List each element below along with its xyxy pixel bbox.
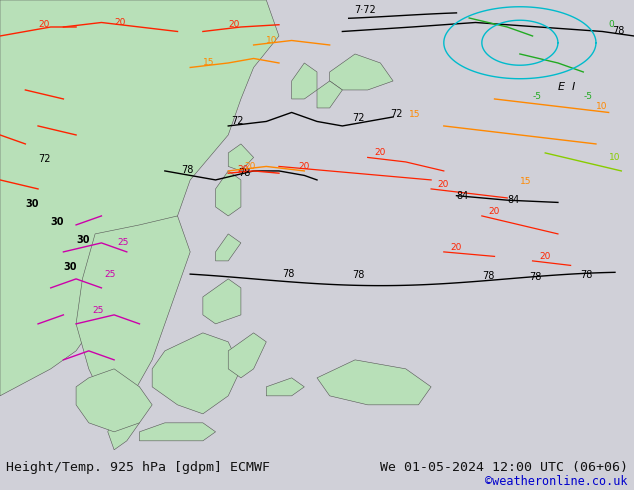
Text: 25: 25 [117, 238, 129, 247]
Text: 20: 20 [374, 148, 385, 157]
Polygon shape [76, 216, 190, 414]
Polygon shape [228, 144, 254, 171]
Text: 78: 78 [282, 269, 295, 279]
Polygon shape [152, 333, 241, 414]
Polygon shape [228, 333, 266, 378]
Text: 25: 25 [105, 270, 116, 279]
Text: 78: 78 [352, 270, 365, 279]
Text: 20: 20 [114, 18, 126, 27]
Text: 15: 15 [520, 177, 531, 186]
Polygon shape [139, 423, 216, 441]
Polygon shape [266, 378, 304, 396]
Text: 30: 30 [76, 235, 89, 245]
Polygon shape [330, 54, 393, 90]
Text: 15: 15 [409, 110, 420, 119]
Polygon shape [203, 279, 241, 324]
Text: 30: 30 [51, 217, 64, 227]
Text: Height/Temp. 925 hPa [gdpm] ECMWF: Height/Temp. 925 hPa [gdpm] ECMWF [6, 461, 270, 474]
Text: 30: 30 [63, 262, 77, 272]
Text: 20: 20 [228, 20, 240, 29]
Text: 72: 72 [38, 154, 51, 164]
Text: 25: 25 [92, 306, 103, 315]
Text: 10: 10 [609, 153, 620, 162]
Polygon shape [216, 171, 241, 216]
Text: 7·72: 7·72 [354, 5, 375, 16]
Polygon shape [0, 0, 279, 396]
Text: 72: 72 [390, 109, 403, 119]
Polygon shape [317, 81, 342, 108]
Text: 15: 15 [203, 58, 214, 67]
Polygon shape [108, 387, 139, 450]
Text: 0: 0 [609, 20, 614, 29]
Polygon shape [317, 360, 431, 405]
Text: 20: 20 [238, 165, 249, 174]
Text: 10: 10 [596, 102, 607, 111]
Text: 20: 20 [244, 162, 256, 171]
Text: We 01-05-2024 12:00 UTC (06+06): We 01-05-2024 12:00 UTC (06+06) [380, 461, 628, 474]
Text: 78: 78 [580, 270, 593, 280]
Text: 78: 78 [612, 26, 624, 36]
Text: ©weatheronline.co.uk: ©weatheronline.co.uk [485, 475, 628, 488]
Text: 30: 30 [25, 199, 39, 209]
Polygon shape [216, 234, 241, 261]
Text: -5: -5 [533, 92, 541, 101]
Text: 72: 72 [231, 116, 244, 126]
Text: 78: 78 [181, 165, 193, 175]
Text: 84: 84 [507, 196, 519, 205]
Text: 10: 10 [266, 36, 278, 45]
Text: 20: 20 [298, 162, 309, 171]
Text: 78: 78 [482, 271, 495, 281]
Polygon shape [292, 63, 317, 99]
Text: 20: 20 [437, 180, 449, 189]
Text: 20: 20 [450, 243, 462, 252]
Text: 84: 84 [456, 191, 469, 201]
Text: E  I: E I [558, 82, 575, 92]
Text: 20: 20 [539, 252, 550, 261]
Text: 72: 72 [352, 114, 365, 123]
Polygon shape [76, 369, 152, 432]
Text: 20: 20 [38, 20, 49, 29]
Text: 78: 78 [529, 272, 542, 282]
Text: 20: 20 [488, 207, 500, 216]
Text: -5: -5 [583, 92, 592, 101]
Text: 78: 78 [238, 169, 250, 178]
